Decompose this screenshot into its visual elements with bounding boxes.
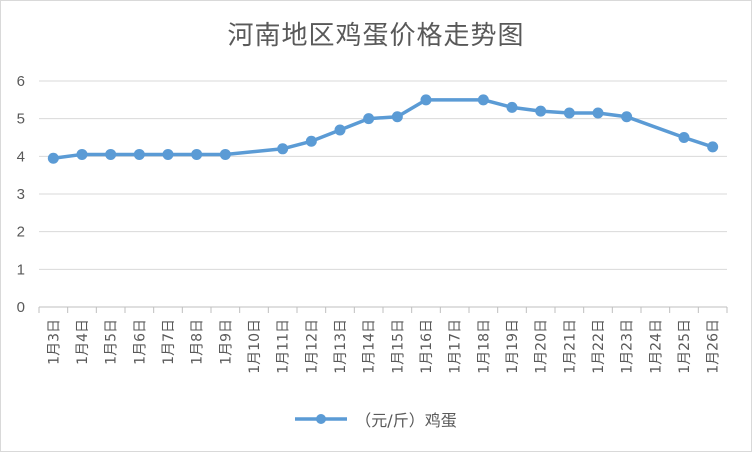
data-point: [506, 101, 518, 113]
x-tick-label: 1月17日: [448, 319, 464, 374]
x-tick-label: 1月24日: [648, 319, 664, 374]
data-point: [592, 107, 604, 119]
y-tick-label: 3: [17, 186, 25, 203]
x-tick-label: 1月9日: [218, 319, 234, 365]
x-tick-label: 1月5日: [104, 319, 120, 365]
x-tick-label: 1月6日: [132, 319, 148, 365]
data-point: [105, 148, 117, 160]
data-point: [277, 143, 289, 155]
data-point: [47, 152, 59, 164]
y-tick-label: 6: [17, 73, 25, 90]
x-tick-label: 1月11日: [276, 319, 292, 374]
y-tick-label: 0: [17, 299, 25, 316]
x-tick-label: 1月8日: [190, 319, 206, 365]
data-point: [621, 111, 633, 123]
x-tick-label: 1月23日: [620, 319, 636, 374]
x-tick-label: 1月25日: [677, 319, 693, 374]
legend-swatch-icon: [295, 414, 348, 424]
data-point: [363, 113, 375, 125]
y-tick-label: 2: [17, 224, 25, 241]
data-point: [678, 132, 690, 143]
x-tick-label: 1月13日: [333, 319, 349, 374]
data-point: [76, 148, 88, 160]
x-tick-label: 1月14日: [362, 319, 378, 374]
x-tick-label: 1月15日: [390, 319, 406, 374]
series-line: [53, 98, 714, 160]
data-point: [420, 94, 432, 106]
x-tick-label: 1月18日: [476, 319, 492, 374]
x-tick-label: 1月22日: [591, 319, 607, 374]
legend-label: （元/斤）鸡蛋: [355, 411, 457, 430]
y-tick-label: 4: [17, 148, 25, 165]
y-tick-label: 1: [17, 261, 25, 278]
data-point: [219, 148, 231, 160]
chart-title: 河南地区鸡蛋价格走势图: [227, 21, 525, 51]
data-point: [133, 148, 145, 160]
data-point: [334, 124, 346, 136]
x-tick-label: 1月20日: [534, 319, 550, 374]
x-tick-label: 1月7日: [161, 319, 177, 365]
data-point: [707, 141, 719, 153]
data-point: [191, 148, 203, 160]
x-tick-label: 1月21日: [562, 319, 578, 374]
data-point: [162, 148, 174, 160]
y-tick-label: 5: [17, 111, 25, 128]
x-tick-label: 1月4日: [75, 319, 91, 365]
x-tick-label: 1月19日: [505, 319, 521, 374]
x-tick-label: 1月26日: [706, 319, 722, 374]
data-point: [477, 94, 489, 106]
data-point: [305, 135, 317, 147]
x-tick-label: 1月3日: [46, 319, 62, 365]
x-tick-label: 1月10日: [247, 319, 263, 374]
data-point: [563, 107, 575, 119]
x-tick-label: 1月16日: [419, 319, 435, 374]
x-tick-label: 1月12日: [304, 319, 320, 374]
data-point: [535, 105, 547, 117]
legend: （元/斤）鸡蛋: [1, 407, 751, 431]
data-point: [391, 111, 403, 123]
